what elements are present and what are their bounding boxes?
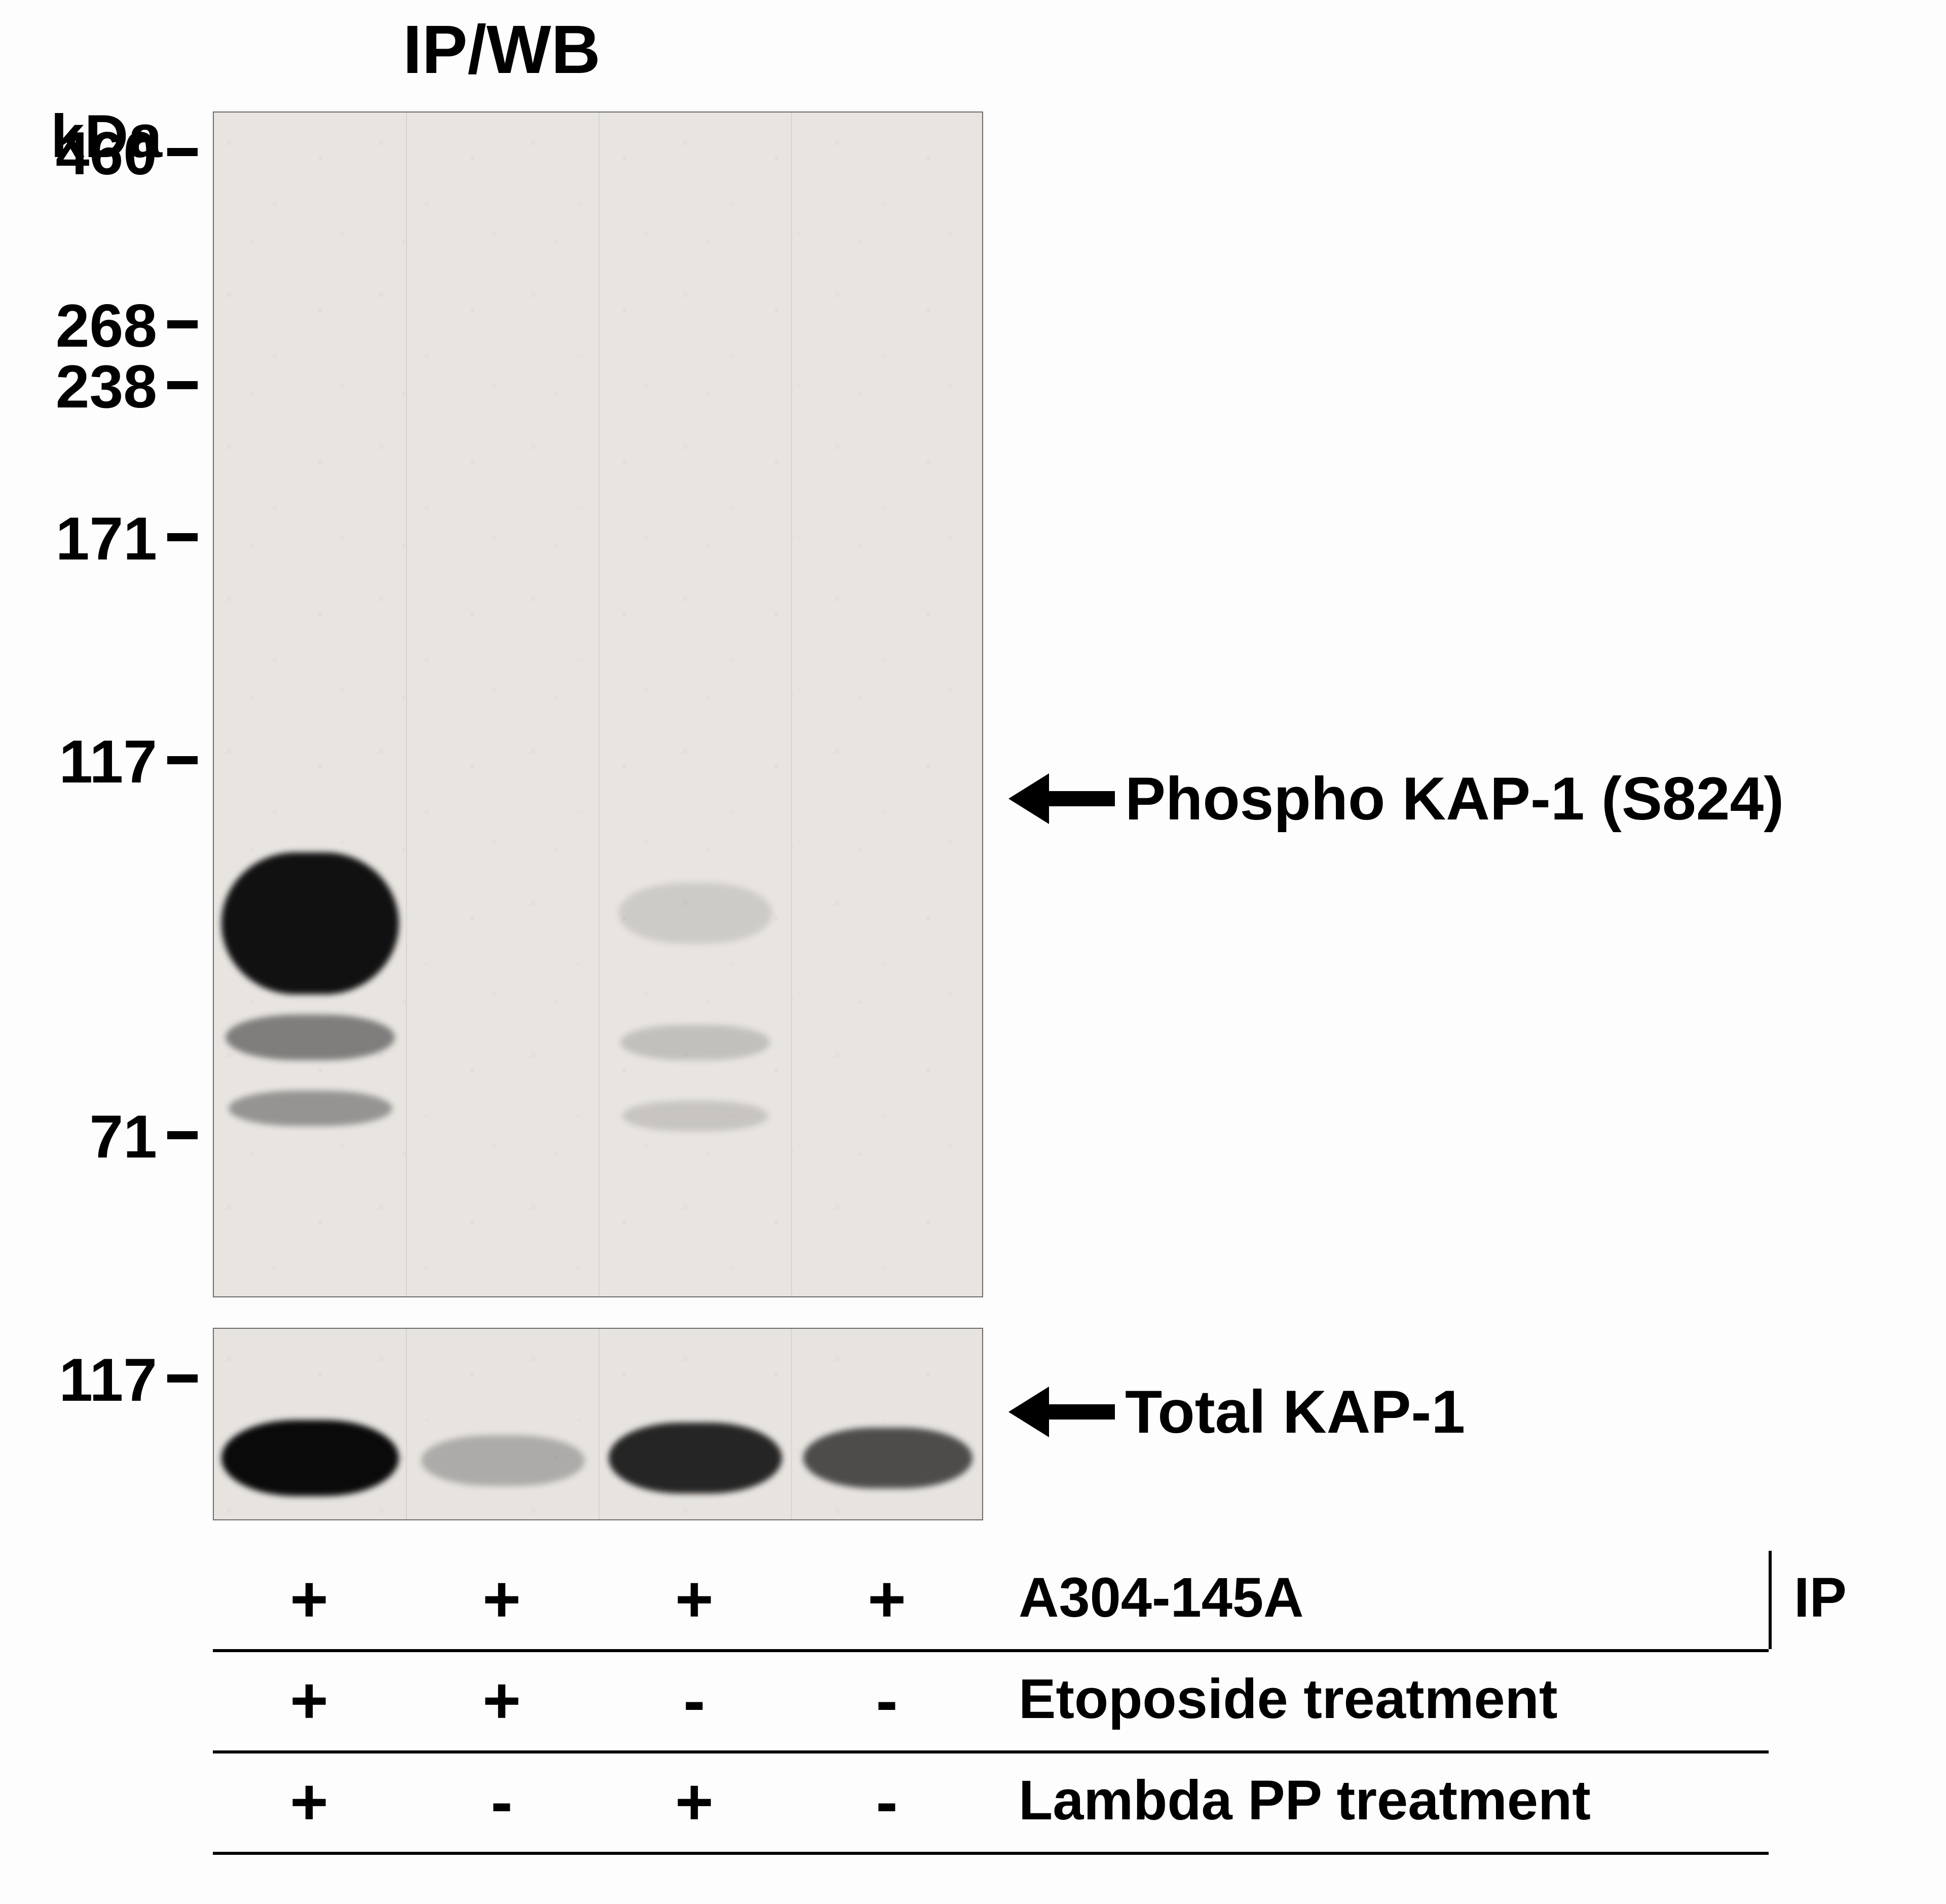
arrow-left-icon <box>1008 763 1115 834</box>
blot-band <box>620 1025 770 1060</box>
mw-marker-tick <box>167 756 198 764</box>
lane-separator <box>791 1329 792 1519</box>
treatment-cell: + <box>405 1551 598 1647</box>
band-label: Phospho KAP-1 (S824) <box>1125 764 1784 834</box>
treatment-cell: - <box>791 1753 983 1850</box>
lane-separator <box>406 113 407 1296</box>
blot-band <box>229 1091 392 1126</box>
blot-band <box>226 1015 395 1060</box>
mw-marker-label: 117 <box>5 727 157 797</box>
blot-band <box>803 1428 972 1488</box>
blot-band <box>221 1420 399 1496</box>
blot-band <box>609 1423 782 1494</box>
treatment-cell: - <box>598 1652 791 1748</box>
mw-marker-tick <box>167 320 198 328</box>
mw-marker-label: 268 <box>5 291 157 361</box>
treatment-row-label: Lambda PP treatment <box>1019 1768 1591 1833</box>
blot-panel-total <box>213 1328 983 1520</box>
treatment-cell: + <box>405 1652 598 1748</box>
figure-title: IP/WB <box>324 10 679 89</box>
treatment-cell: + <box>598 1551 791 1647</box>
treatment-cell: + <box>213 1551 405 1647</box>
treatment-cell: + <box>791 1551 983 1647</box>
mw-marker-label: 117 <box>5 1345 157 1415</box>
blot-band <box>618 883 772 944</box>
treatment-cell: - <box>791 1652 983 1748</box>
mw-marker-tick <box>167 1131 198 1139</box>
treatment-cell: - <box>405 1753 598 1850</box>
lane-separator <box>791 113 792 1296</box>
blot-band <box>622 1101 769 1131</box>
blot-panel-phospho <box>213 111 983 1297</box>
mw-marker-tick <box>167 533 198 541</box>
band-arrow-annotation: Total KAP-1 <box>1008 1376 1465 1447</box>
treatment-cell: + <box>213 1652 405 1748</box>
treatment-cell: + <box>213 1753 405 1850</box>
mw-marker-tick <box>167 381 198 389</box>
treatment-row-divider <box>213 1852 1769 1855</box>
lane-separator <box>598 1329 600 1519</box>
treatment-cell: + <box>598 1753 791 1850</box>
blot-band <box>421 1435 585 1486</box>
ip-bracket-line <box>1769 1551 1772 1649</box>
band-label: Total KAP-1 <box>1125 1377 1465 1447</box>
treatment-row-label: A304-145A <box>1019 1565 1304 1630</box>
lane-separator <box>598 113 600 1296</box>
band-arrow-annotation: Phospho KAP-1 (S824) <box>1008 763 1784 834</box>
lane-separator <box>406 1329 407 1519</box>
blot-band <box>221 852 399 994</box>
western-blot-figure: IP/WB kDa ++++A304-145A++--Etoposide tre… <box>0 0 1946 1904</box>
ip-label: IP <box>1794 1565 1847 1630</box>
mw-marker-tick <box>167 1374 198 1383</box>
mw-marker-tick <box>167 148 198 156</box>
treatment-row-label: Etoposide treatment <box>1019 1667 1557 1731</box>
mw-marker-label: 171 <box>5 504 157 574</box>
mw-marker-label: 71 <box>5 1102 157 1172</box>
mw-marker-label: 460 <box>5 119 157 189</box>
mw-marker-label: 238 <box>5 352 157 422</box>
arrow-left-icon <box>1008 1376 1115 1447</box>
